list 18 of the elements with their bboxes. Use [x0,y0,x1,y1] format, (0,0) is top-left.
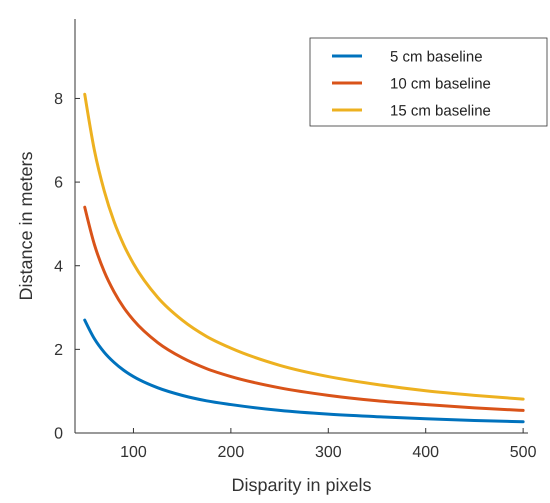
line-series [83,92,525,401]
x-tick-label: 400 [412,444,440,461]
x-tick-label: 200 [218,444,244,461]
x-tick-label: 100 [120,444,147,461]
legend-label: 15 cm baseline [390,102,491,120]
x-axis-title: Disparity in pixels [231,475,372,495]
y-tick-label: 4 [54,258,64,276]
y-tick-label: 2 [54,342,64,359]
legend-label: 5 cm baseline [390,48,483,66]
y-tick-label: 6 [54,174,64,192]
y-tick-label: 0 [54,426,64,443]
legend-label: 10 cm baseline [390,75,491,92]
x-tick-label: 300 [314,444,342,461]
line-series [83,318,525,424]
y-axis-title: Distance in meters [16,151,36,301]
y-tick-label: 8 [54,91,64,108]
x-tick-label: 500 [510,444,537,461]
line-series [83,206,525,412]
